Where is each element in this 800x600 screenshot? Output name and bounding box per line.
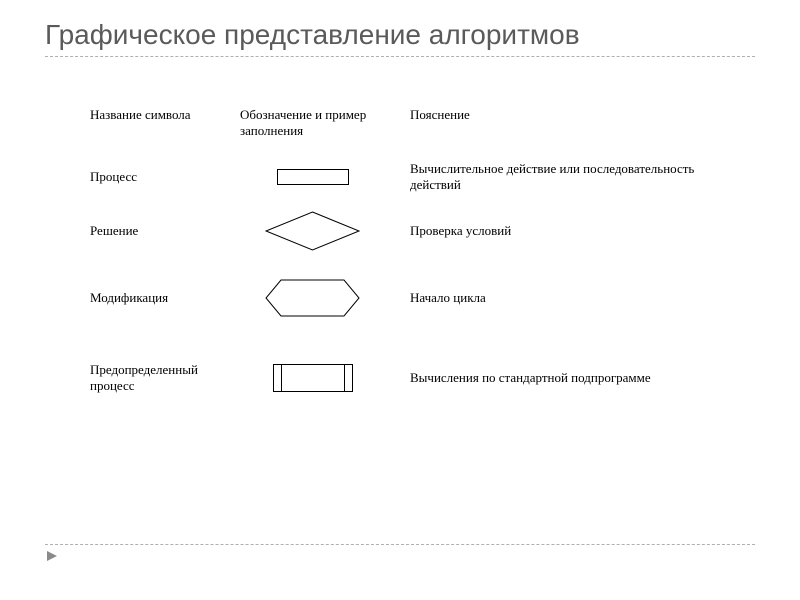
table-row: Предопределенный процесс Вычисления по с… — [90, 362, 725, 394]
row-name: Процесс — [90, 169, 240, 185]
row-name: Предопределенный процесс — [90, 362, 240, 394]
row-description: Начало цикла — [385, 290, 725, 306]
row-name: Модификация — [90, 290, 240, 306]
content-area: Название символа Обозначение и пример за… — [45, 57, 755, 432]
symbol-table: Название символа Обозначение и пример за… — [90, 107, 725, 394]
row-description: Вычисления по стандартной подпрограмме — [385, 370, 725, 386]
table-header-row: Название символа Обозначение и пример за… — [90, 107, 725, 139]
row-shape-cell — [240, 211, 385, 251]
table-row: Решение Проверка условий — [90, 211, 725, 251]
row-shape-cell — [240, 279, 385, 317]
bottom-divider — [45, 544, 755, 545]
slide-title: Графическое представление алгоритмов — [45, 18, 755, 52]
table-row: Модификация Начало цикла — [90, 279, 725, 317]
row-description: Вычислительное действие или последовател… — [385, 161, 725, 193]
slide-marker-icon — [45, 549, 59, 568]
table-row: Процесс Вычислительное действие или посл… — [90, 161, 725, 193]
hexagon-icon — [265, 279, 360, 317]
header-col1: Название символа — [90, 107, 240, 123]
row-shape-cell — [240, 169, 385, 185]
predefined-process-icon — [273, 364, 353, 392]
row-name: Решение — [90, 223, 240, 239]
rhombus-icon — [265, 211, 360, 251]
rectangle-icon — [277, 169, 349, 185]
row-shape-cell — [240, 364, 385, 392]
slide-container: Графическое представление алгоритмов Наз… — [0, 0, 800, 600]
header-col2: Обозначение и пример заполнения — [240, 107, 385, 139]
header-col3: Пояснение — [385, 107, 725, 123]
row-description: Проверка условий — [385, 223, 725, 239]
